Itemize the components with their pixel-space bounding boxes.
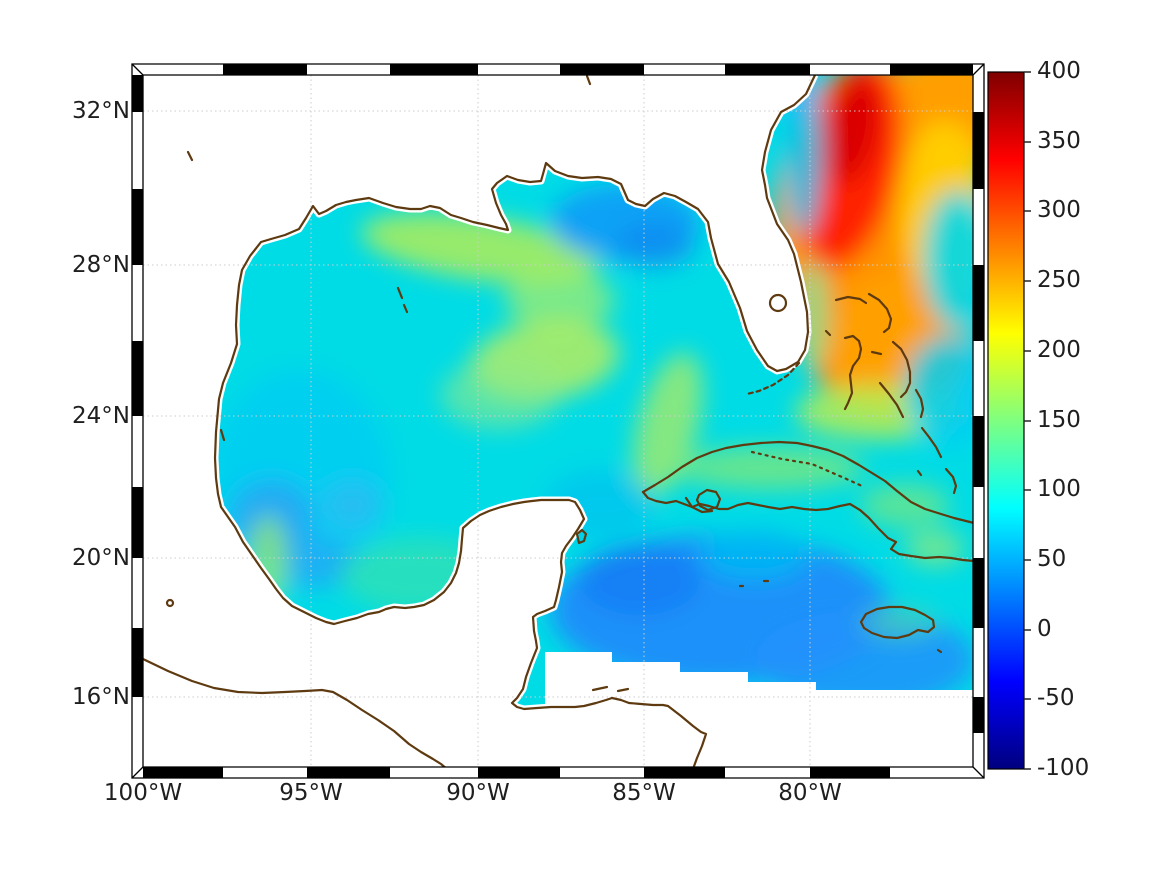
mexico-lagoon-dot xyxy=(165,598,175,608)
small-river-marks xyxy=(186,74,592,442)
isla-juventud xyxy=(695,488,722,512)
lake-okeechobee xyxy=(768,293,788,313)
coastline-cuba-north xyxy=(641,440,976,525)
bahamas-ragged xyxy=(916,469,923,477)
bahamas-long-island xyxy=(920,426,943,459)
coastline-cuba-south xyxy=(641,490,976,563)
coastline-pacific-mexico xyxy=(141,657,450,772)
bahamas-grand-bahama xyxy=(834,295,868,305)
colorbar xyxy=(987,71,1031,770)
coastline-jamaica xyxy=(859,605,936,640)
cayman-islands xyxy=(738,579,770,588)
golfo-batabano xyxy=(684,496,714,514)
colorbar-tick-marks xyxy=(1024,71,1031,770)
bahamas-cat-island xyxy=(914,388,925,419)
coastline-mainland-gulf-atlantic xyxy=(213,73,817,771)
florida-keys xyxy=(745,361,801,396)
cuba-cayos xyxy=(750,450,864,488)
colorbar-gradient xyxy=(987,71,1025,770)
coastlines xyxy=(141,73,976,772)
cozumel-island xyxy=(575,528,588,545)
navassa-dot xyxy=(936,648,943,654)
bahamas-eleuthera xyxy=(891,340,912,399)
bahamas-andros xyxy=(843,334,863,411)
graticule-gridlines xyxy=(143,75,973,767)
bahamas-acklins xyxy=(944,467,958,495)
bahamas-new-providence xyxy=(870,350,883,356)
frame-corner-miters xyxy=(131,63,985,779)
roatan-guanaja xyxy=(591,685,630,693)
bahamas-exuma xyxy=(878,381,905,419)
map-frame xyxy=(131,63,985,779)
bahamas-abaco xyxy=(867,292,893,334)
heatmap-data-field xyxy=(143,75,973,767)
bahamas-bimini xyxy=(824,329,832,337)
frame-black-segments xyxy=(132,64,984,778)
